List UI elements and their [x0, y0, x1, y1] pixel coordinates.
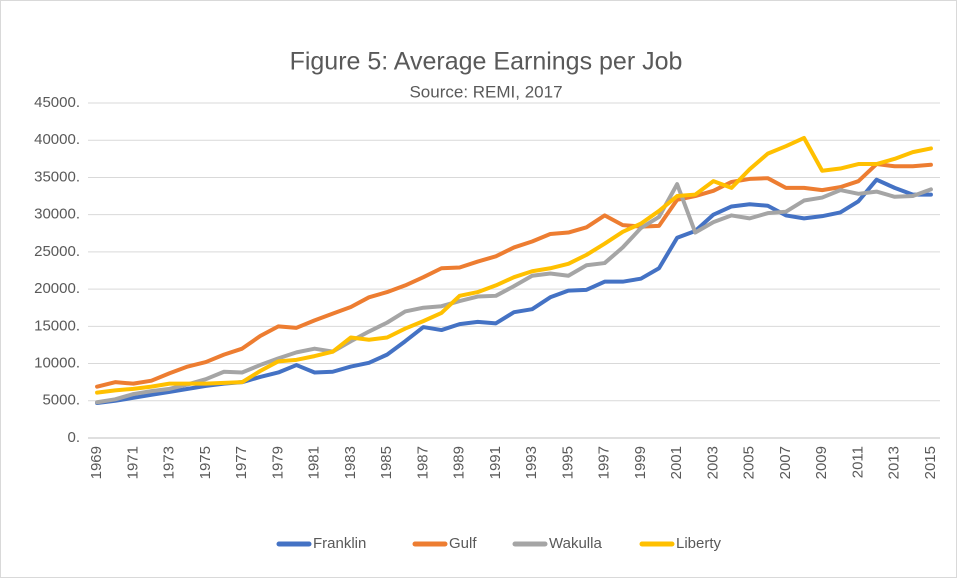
- x-tick-label: 2005: [741, 446, 758, 479]
- x-tick-label: 1987: [414, 446, 431, 479]
- x-tick-label: 1975: [197, 446, 214, 479]
- y-tick-label: 30000.: [34, 206, 80, 223]
- y-tick-label: 0.: [67, 429, 80, 446]
- chart-subtitle: Source: REMI, 2017: [409, 82, 562, 101]
- x-tick-label: 2011: [849, 446, 866, 478]
- x-tick-label: 1995: [559, 446, 576, 479]
- y-tick-label: 15000.: [34, 317, 80, 334]
- x-tick-label: 2009: [813, 446, 830, 479]
- x-tick-label: 1991: [487, 446, 504, 479]
- x-tick-label: 1981: [306, 446, 323, 479]
- x-tick-label: 2003: [704, 446, 721, 479]
- x-tick-label: 1999: [632, 446, 649, 479]
- x-tick-label: 1993: [523, 446, 540, 479]
- x-tick-label: 1969: [88, 446, 105, 479]
- legend-label: Liberty: [676, 535, 722, 552]
- x-tick-label: 1973: [161, 446, 178, 479]
- x-tick-label: 1977: [233, 446, 250, 479]
- legend-label: Franklin: [313, 535, 366, 552]
- y-tick-label: 20000.: [34, 280, 80, 297]
- x-tick-label: 1983: [342, 446, 359, 479]
- x-tick-label: 1997: [596, 446, 613, 479]
- y-tick-label: 25000.: [34, 243, 80, 260]
- series-line: [95, 182, 933, 405]
- y-tick-label: 45000.: [34, 94, 80, 111]
- x-tick-label: 2001: [668, 446, 685, 479]
- x-tick-label: 2007: [777, 446, 794, 479]
- chart-title: Figure 5: Average Earnings per Job: [290, 48, 683, 76]
- x-tick-label: 2013: [886, 446, 903, 479]
- y-tick-label: 10000.: [34, 355, 80, 372]
- legend-label: Wakulla: [549, 535, 602, 552]
- legend-label: Gulf: [449, 535, 477, 552]
- y-tick-label: 40000.: [34, 131, 80, 148]
- x-tick-label: 1971: [124, 446, 141, 479]
- x-tick-label: 1989: [451, 446, 468, 479]
- x-tick-label: 2015: [922, 446, 939, 479]
- x-tick-label: 1985: [378, 446, 395, 479]
- y-tick-label: 35000.: [34, 168, 80, 185]
- series-line: [95, 162, 933, 389]
- series-line: [95, 135, 933, 395]
- x-tick-label: 1979: [269, 446, 286, 479]
- y-tick-label: 5000.: [42, 392, 80, 409]
